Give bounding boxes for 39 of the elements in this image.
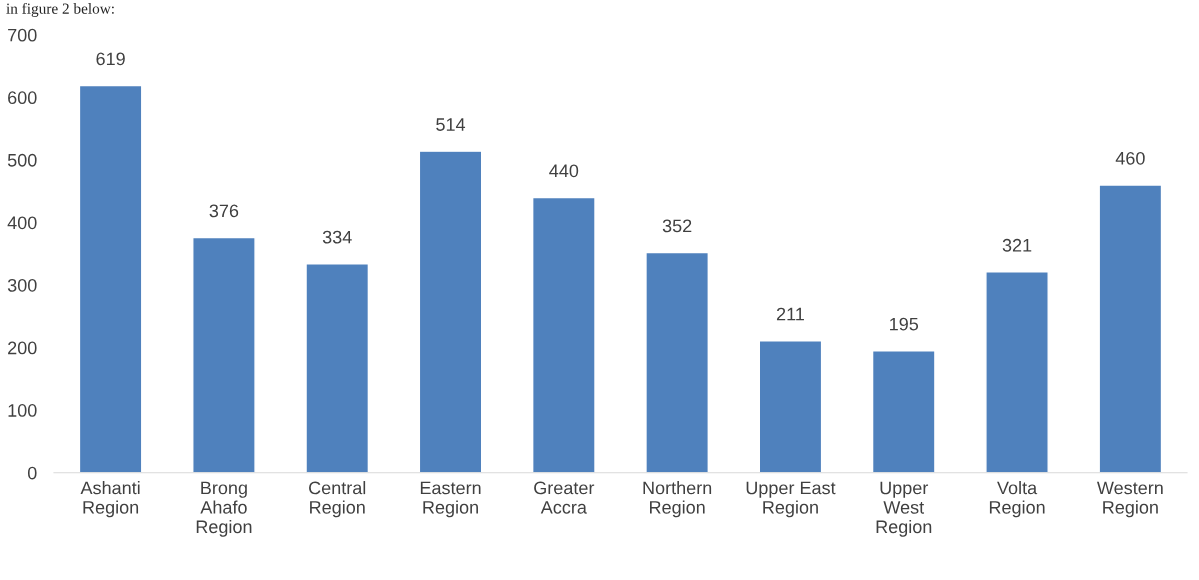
bar — [192, 236, 256, 473]
bar — [758, 340, 823, 473]
x-tick-label: Upper West Region — [876, 481, 932, 537]
data-label: 376 — [209, 204, 239, 218]
x-tick-label: Eastern Region — [420, 481, 481, 518]
bar — [305, 263, 370, 473]
data-label: 352 — [662, 219, 692, 233]
y-tick-label: 100 — [8, 404, 37, 417]
y-tick-label: 300 — [7, 278, 37, 292]
bar — [645, 251, 709, 473]
x-tick-label: Ashanti Region — [80, 481, 140, 518]
x-tick-label: Greater Accra — [534, 481, 595, 514]
data-label: 440 — [549, 164, 579, 178]
data-label: 195 — [890, 317, 919, 331]
bar — [1098, 184, 1163, 473]
bar — [531, 196, 596, 473]
y-tick-label: 400 — [7, 216, 37, 230]
data-label: 619 — [96, 52, 125, 66]
x-tick-label: Central Region — [309, 481, 366, 518]
text: in figure 2 below: — [6, 2, 114, 17]
x-tick-label: Western Region — [1096, 481, 1163, 518]
data-label: 321 — [1002, 238, 1032, 252]
x-tick-label: Volta Region — [989, 481, 1045, 518]
x-tick-label: Upper East Region — [746, 481, 836, 518]
y-tick-label: 500 — [7, 153, 37, 167]
bar — [78, 84, 143, 473]
y-tick-label: 700 — [8, 28, 37, 42]
bar — [871, 350, 936, 473]
data-label: 460 — [1115, 151, 1145, 165]
bar — [418, 150, 483, 473]
bar — [985, 271, 1049, 473]
data-label: 334 — [322, 230, 352, 244]
x-tick-label: Northern Region — [643, 481, 712, 518]
y-tick-label: 200 — [8, 341, 37, 355]
x-tick-label: Brong Ahafo Region — [196, 481, 252, 537]
data-label: 211 — [776, 307, 804, 321]
y-tick-label: 600 — [8, 91, 37, 105]
y-tick-label: 0 — [27, 466, 37, 480]
data-label: 514 — [436, 118, 466, 131]
